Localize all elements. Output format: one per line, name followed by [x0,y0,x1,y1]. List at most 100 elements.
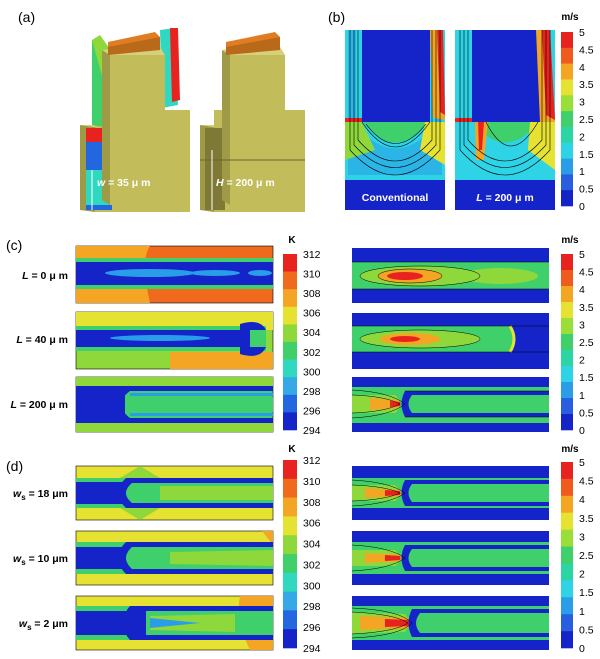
colorbar-swatch [283,306,297,325]
flowfield-split: L = 200 μ m [455,30,555,210]
colorbar-tick-label: 294 [303,425,321,437]
colorbar-tick-label: 2.5 [579,550,594,562]
row-label: L = 0 μ m [22,270,68,282]
colorbar-swatch [561,126,573,144]
velocity-field-ws18 [351,466,549,520]
row-labels-d: ws = 18 μm ws = 10 μm ws = 2 μm [13,488,68,632]
colorbar-tick-label: 2.5 [579,337,594,349]
temperature-field-ws10 [75,530,274,586]
colorbar-tick-label: 0 [579,425,585,437]
colorbar-tick-label: 5 [579,27,585,39]
colorbar-tick-label: 306 [303,518,321,530]
colorbar-swatch [283,478,297,498]
colorbar-swatch [561,334,573,351]
colorbar-unit: m/s [561,12,579,23]
velocity-field-L0 [352,248,549,303]
colorbar-tick-label: 300 [303,366,321,378]
colorbar-tick-label: 5 [579,457,585,469]
colorbar-swatch [561,32,573,49]
svg-text:w = 35 μ m: w = 35 μ m [97,177,150,189]
colorbar-tick-label: 4 [579,62,585,74]
colorbar-tick-label: 2 [579,131,585,143]
row-label: ws = 10 μm [13,553,68,567]
colorbar-swatch [561,631,573,649]
colorbar-unit: K [288,235,296,246]
colorbar-tick-label: 4.5 [579,44,594,56]
colorbar-swatch [283,460,297,480]
velocity-field-ws2 [351,596,549,650]
colorbar-tick-label: 4.5 [579,476,594,488]
colorbar-swatch [561,382,573,399]
colorbar-tick-label: 3 [579,531,585,543]
caption-conventional: Conventional [362,192,429,204]
colorbar-swatch [561,597,573,615]
colorbar-tick-label: 306 [303,308,321,320]
svg-text:L = 200 μ m: L = 200 μ m [476,192,534,204]
colorbar-tick-label: 308 [303,497,321,509]
panel-d-label: (d) [6,458,23,474]
colorbar-swatch [283,359,297,378]
panel-a-label: (a) [18,9,35,25]
row-label: ws = 2 μm [19,618,68,632]
colorbar-tick-label: 3 [579,97,585,109]
colorbar-tick-label: 304 [303,327,321,339]
colorbar-swatch [561,286,573,303]
colorbar-tick-label: 312 [303,249,321,261]
colorbar-tick-label: 0.5 [579,407,594,419]
velocity-field-ws10 [351,531,549,585]
temperature-field-ws18 [75,465,274,521]
colorbar-tick-label: 294 [303,643,321,655]
svg-text:H = 200 μ m: H = 200 μ m [216,177,275,189]
colorbar-tick-label: 310 [303,476,321,488]
temperature-field-L200 [75,376,274,433]
colorbar-swatch [283,629,297,649]
colorbar-swatch [283,610,297,630]
colorbar-tick-label: 296 [303,405,321,417]
colorbar-swatch [283,535,297,555]
colorbar-tick-label: 0.5 [579,624,594,636]
temperature-field-ws2 [75,595,274,651]
colorbar-tick-label: 304 [303,539,321,551]
dim-h-symbol: H [216,177,224,189]
colorbar-tick-label: 0.5 [579,184,594,196]
colorbar-velocity-c: m/s5 4.5 4 3.5 3 2.5 2 1.5 1 0.5 0 [561,235,594,437]
colorbar-tick-label: 4 [579,494,585,506]
colorbar-swatch [561,614,573,632]
row-label: L = 200 μ m [10,399,68,411]
colorbar-swatch [283,254,297,272]
colorbar-tick-label: 2.5 [579,114,594,126]
colorbar-swatch [283,412,297,431]
colorbar-swatch [561,529,573,547]
colorbar-swatch [283,554,297,574]
colorbar-unit: K [288,444,296,455]
colorbar-tick-label: 1.5 [579,372,594,384]
caption-split-symbol: L [476,192,482,204]
colorbar-tick-label: 4 [579,284,585,296]
colorbar-tick-label: 310 [303,269,321,281]
colorbar-swatch [283,324,297,343]
colorbar-swatch [561,47,573,64]
temperature-field-L0 [75,245,274,304]
panel-b: (b) Conventional [328,9,594,213]
colorbar-swatch [283,394,297,413]
model-conventional [80,28,190,212]
colorbar-swatch [283,342,297,360]
colorbar-swatch [561,79,573,96]
colorbar-tick-label: 302 [303,347,321,359]
colorbar-tick-label: 302 [303,559,321,571]
dim-w-text: = 35 μ m [105,177,150,189]
colorbar-tick-label: 3.5 [579,302,594,314]
colorbar-swatch [561,414,573,431]
colorbar-tick-label: 0 [579,201,585,213]
colorbar-swatch [283,289,297,308]
colorbar-tick-label: 4.5 [579,267,594,279]
panel-b-label: (b) [328,9,345,25]
colorbar-velocity-b: m/s5 4.5 4 3.5 3 2.5 2 1.5 1 0.5 0 [561,12,594,213]
colorbar-swatch [561,270,573,287]
colorbar-swatch [561,350,573,367]
colorbar-temperature-c: K 312 310 308 306 304 302 300 298 296 294 [283,235,321,437]
colorbar-swatch [561,174,573,191]
colorbar-swatch [561,546,573,564]
